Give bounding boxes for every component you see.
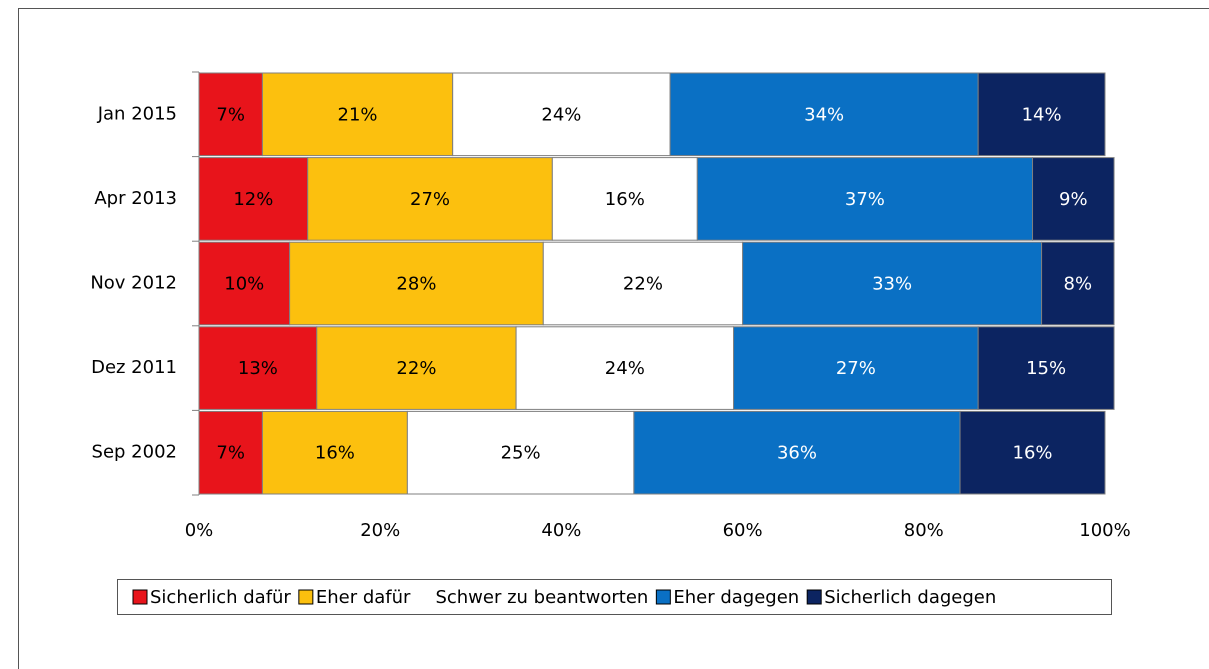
data-label: 37% bbox=[845, 189, 885, 210]
bar-segment bbox=[261, 72, 454, 157]
y-tick-label: Apr 2013 bbox=[94, 188, 177, 209]
bar-segment bbox=[316, 326, 517, 410]
x-tick-label: 20% bbox=[360, 520, 400, 541]
bar-segment bbox=[669, 72, 979, 157]
bar-segment bbox=[542, 241, 744, 326]
bar-segment bbox=[452, 72, 671, 157]
y-tick-label: Jan 2015 bbox=[97, 103, 177, 124]
bar-segment bbox=[977, 72, 1106, 157]
bar-segment bbox=[977, 326, 1115, 410]
bar-segment bbox=[633, 410, 961, 495]
bar-segment bbox=[198, 157, 309, 241]
data-label: 27% bbox=[410, 189, 450, 210]
bar-segment bbox=[307, 157, 553, 241]
bar-segment bbox=[733, 326, 979, 410]
bar-segment bbox=[406, 410, 635, 495]
data-label: 27% bbox=[836, 358, 876, 379]
x-tick-label: 40% bbox=[541, 520, 581, 541]
bar-segment bbox=[1032, 157, 1115, 241]
frame bbox=[18, 8, 1209, 669]
data-label: 16% bbox=[605, 189, 645, 210]
data-label: 12% bbox=[233, 189, 273, 210]
x-tick-label: 0% bbox=[185, 520, 214, 541]
legend-label: Sicherlich dagegen bbox=[824, 587, 996, 608]
legend-label: Schwer zu beantworten bbox=[435, 587, 648, 608]
legend-swatch bbox=[132, 589, 148, 605]
legend-swatch bbox=[806, 589, 822, 605]
legend-label: Sicherlich dafür bbox=[150, 587, 291, 608]
data-label: 14% bbox=[1022, 104, 1062, 125]
bar-segment bbox=[198, 241, 291, 326]
bar-segment bbox=[261, 410, 408, 495]
data-label: 7% bbox=[216, 104, 245, 125]
data-label: 25% bbox=[501, 443, 541, 464]
data-label: 24% bbox=[605, 358, 645, 379]
data-label: 16% bbox=[315, 443, 355, 464]
data-label: 9% bbox=[1059, 189, 1088, 210]
data-label: 16% bbox=[1013, 443, 1053, 464]
y-tick-label: Dez 2011 bbox=[91, 357, 177, 378]
data-label: 22% bbox=[396, 358, 436, 379]
legend-box bbox=[117, 579, 1112, 615]
data-label: 15% bbox=[1026, 358, 1066, 379]
x-tick-label: 60% bbox=[723, 520, 763, 541]
data-label: 28% bbox=[396, 274, 436, 295]
data-label: 8% bbox=[1064, 274, 1093, 295]
data-label: 34% bbox=[804, 104, 844, 125]
data-label: 24% bbox=[541, 104, 581, 125]
data-label: 13% bbox=[238, 358, 278, 379]
legend-label: Eher dagegen bbox=[673, 587, 799, 608]
bar-segment bbox=[742, 241, 1043, 326]
bar-segment bbox=[198, 72, 263, 157]
data-label: 33% bbox=[872, 274, 912, 295]
bar-segment bbox=[696, 157, 1034, 241]
data-label: 36% bbox=[777, 443, 817, 464]
legend-swatch bbox=[298, 589, 314, 605]
x-tick-label: 80% bbox=[904, 520, 944, 541]
legend-label: Eher dafür bbox=[316, 587, 411, 608]
bar-segment bbox=[1041, 241, 1115, 326]
data-label: 7% bbox=[216, 443, 245, 464]
data-label: 10% bbox=[224, 274, 264, 295]
bar-segment bbox=[515, 326, 735, 410]
data-label: 21% bbox=[338, 104, 378, 125]
bar-segment bbox=[198, 326, 318, 410]
y-tick-label: Nov 2012 bbox=[90, 273, 177, 294]
x-tick-label: 100% bbox=[1079, 520, 1130, 541]
y-tick-label: Sep 2002 bbox=[92, 442, 177, 463]
legend-swatch bbox=[655, 589, 671, 605]
bar-segment bbox=[959, 410, 1106, 495]
data-label: 22% bbox=[623, 274, 663, 295]
